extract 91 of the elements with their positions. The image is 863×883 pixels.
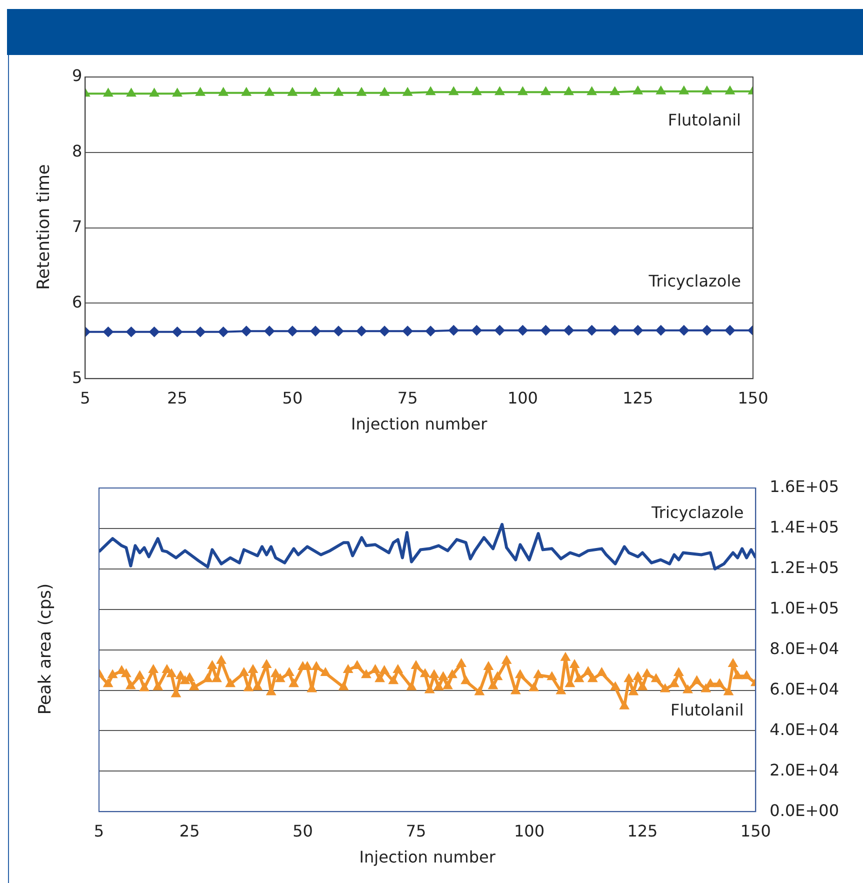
x-axis-title: Injection number bbox=[351, 414, 488, 434]
point bbox=[218, 88, 228, 96]
point bbox=[724, 325, 735, 336]
point bbox=[264, 88, 274, 96]
y-tick-label: 5 bbox=[72, 368, 82, 387]
point bbox=[426, 326, 436, 336]
point bbox=[541, 87, 550, 96]
point bbox=[103, 326, 114, 337]
y-axis-title: Peak area (cps) bbox=[35, 583, 56, 715]
point bbox=[311, 88, 320, 96]
point bbox=[403, 88, 412, 96]
point bbox=[126, 88, 136, 97]
point bbox=[356, 326, 367, 336]
point bbox=[426, 87, 436, 96]
point bbox=[241, 326, 252, 336]
point bbox=[288, 88, 297, 96]
x-tick-label: 150 bbox=[738, 388, 768, 408]
point bbox=[472, 87, 482, 96]
x-tick-label: 50 bbox=[292, 821, 313, 840]
point bbox=[587, 87, 596, 96]
x-tick-label: 50 bbox=[282, 388, 303, 408]
series-label: Flutolanil bbox=[668, 110, 741, 130]
x-tick-label: 75 bbox=[406, 821, 426, 840]
point bbox=[172, 326, 182, 337]
y-tick-label: 7 bbox=[72, 216, 82, 236]
point bbox=[702, 86, 712, 94]
point bbox=[702, 325, 712, 336]
point bbox=[402, 326, 413, 336]
x-tick-label: 25 bbox=[167, 388, 188, 408]
point bbox=[195, 326, 206, 337]
point bbox=[610, 87, 620, 96]
point bbox=[678, 325, 689, 336]
point bbox=[380, 326, 390, 336]
x-tick-label: 100 bbox=[507, 388, 538, 408]
point bbox=[334, 88, 343, 96]
point bbox=[104, 88, 113, 97]
y-tick-label: 8 bbox=[72, 142, 82, 161]
point bbox=[126, 326, 136, 337]
point bbox=[449, 87, 458, 96]
series-label: Flutolanil bbox=[670, 700, 744, 720]
point bbox=[564, 87, 574, 96]
x-tick-label: 125 bbox=[622, 388, 654, 408]
point bbox=[149, 326, 160, 337]
point bbox=[494, 325, 505, 336]
point bbox=[656, 86, 666, 94]
y2-tick-label: 1.4E+05 bbox=[770, 518, 840, 537]
x-tick-label: 25 bbox=[179, 821, 200, 840]
x-tick-label: 125 bbox=[627, 821, 658, 840]
point bbox=[540, 325, 551, 336]
y-tick-label: 6 bbox=[72, 292, 82, 312]
point bbox=[150, 88, 159, 97]
point bbox=[218, 326, 228, 337]
point bbox=[610, 325, 620, 336]
point bbox=[172, 88, 182, 97]
point bbox=[357, 88, 366, 96]
x-axis-title: Injection number bbox=[359, 848, 496, 867]
point bbox=[196, 88, 205, 96]
x-tick-label: 75 bbox=[397, 388, 418, 408]
point bbox=[264, 326, 274, 336]
y2-tick-label: 1.0E+05 bbox=[770, 598, 840, 618]
x-tick-label: 100 bbox=[514, 821, 545, 840]
y2-tick-label: 8.0E+04 bbox=[770, 638, 840, 658]
y2-tick-label: 6.0E+04 bbox=[770, 679, 840, 698]
point bbox=[310, 326, 320, 336]
y2-tick-label: 1.2E+05 bbox=[770, 558, 840, 578]
point bbox=[287, 326, 298, 336]
point bbox=[726, 86, 734, 94]
y-tick-label: 9 bbox=[72, 66, 82, 86]
point bbox=[679, 86, 688, 94]
point bbox=[656, 325, 666, 336]
point bbox=[633, 86, 642, 94]
point bbox=[518, 325, 528, 336]
y2-tick-label: 1.6E+05 bbox=[770, 477, 840, 496]
point bbox=[472, 325, 482, 336]
x-tick-label: 5 bbox=[94, 821, 104, 840]
point bbox=[632, 325, 643, 336]
point bbox=[495, 87, 504, 96]
point bbox=[586, 325, 597, 336]
text: Tricyclazole bbox=[648, 272, 741, 290]
point bbox=[564, 325, 574, 336]
x-tick-label: 150 bbox=[740, 821, 771, 840]
y2-tick-label: 4.0E+04 bbox=[770, 720, 840, 739]
y2-tick-label: 0.0E+00 bbox=[770, 800, 840, 820]
point bbox=[242, 88, 251, 96]
point bbox=[448, 325, 459, 336]
series-label: Tricyclazole bbox=[650, 502, 744, 522]
point bbox=[333, 326, 344, 336]
y2-tick-label: 2.0E+04 bbox=[770, 760, 840, 780]
y-axis-title: Retention time bbox=[34, 164, 54, 290]
point bbox=[518, 87, 528, 96]
point bbox=[380, 88, 390, 96]
